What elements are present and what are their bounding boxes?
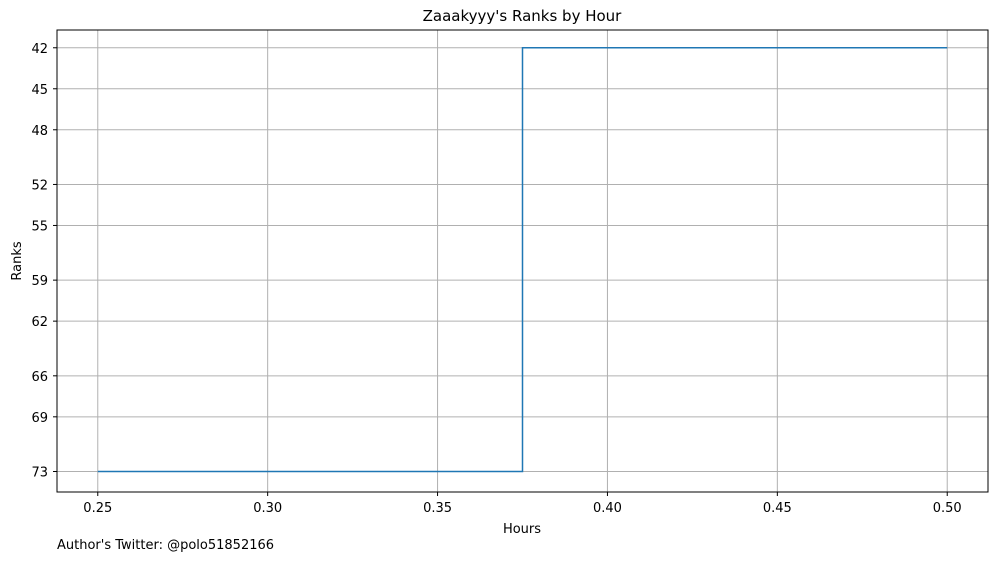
x-tick-label: 0.30 — [253, 501, 282, 516]
series-layer — [97, 47, 948, 473]
y-tick-label: 42 — [31, 42, 48, 57]
y-tick-label: 45 — [31, 83, 48, 98]
y-tick-label: 55 — [31, 219, 48, 234]
plot-frame — [56, 29, 989, 493]
x-tick-label: 0.25 — [83, 501, 112, 516]
y-tick-label: 52 — [31, 178, 48, 193]
y-tick-label: 59 — [31, 274, 48, 289]
x-axis-label: Hours — [503, 522, 541, 537]
y-tick-label: 66 — [31, 370, 48, 385]
y-tick-label: 48 — [31, 124, 48, 139]
chart-title: Zaaakyyy's Ranks by Hour — [423, 7, 623, 25]
y-axis-label: Ranks — [10, 241, 25, 280]
x-tick-label: 0.50 — [933, 501, 962, 516]
x-axis-ticks: 0.25 0.30 0.35 0.40 0.45 0.50 — [83, 492, 962, 516]
y-axis-ticks: 42 45 48 52 55 59 62 66 69 73 — [31, 42, 57, 480]
series-line — [97, 47, 948, 473]
y-tick-label: 62 — [31, 315, 48, 330]
author-credit: Author's Twitter: @polo51852166 — [57, 538, 275, 553]
x-tick-label: 0.40 — [593, 501, 622, 516]
y-tick-label: 69 — [31, 411, 48, 426]
y-tick-label: 73 — [31, 465, 48, 480]
x-tick-label: 0.35 — [423, 501, 452, 516]
x-tick-label: 0.45 — [763, 501, 792, 516]
